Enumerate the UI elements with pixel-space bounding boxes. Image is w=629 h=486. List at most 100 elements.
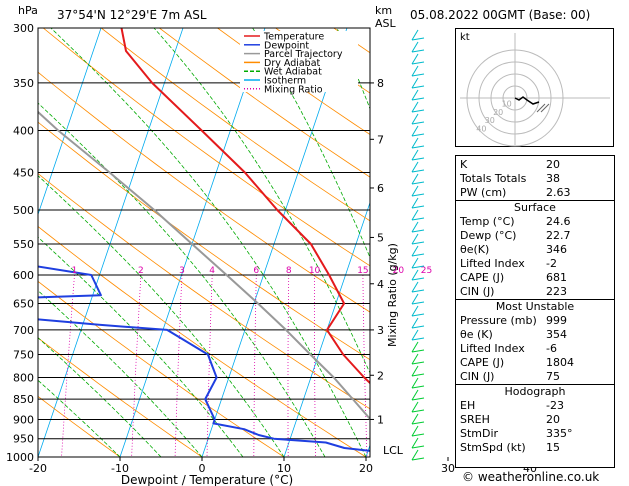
wind-barb	[411, 245, 419, 257]
wind-barb	[411, 425, 419, 437]
legend-label: Temperature	[263, 32, 324, 43]
index-value: 354	[546, 328, 567, 341]
pressure-tick-label: 900	[13, 413, 34, 426]
pressure-tick-label: 850	[13, 393, 34, 406]
wind-barb	[411, 389, 419, 401]
index-label: CAPE (J)	[460, 356, 505, 369]
surface-index-row: Temp (°C) 24.6	[456, 215, 614, 229]
index-label: θe (K)	[460, 328, 493, 341]
index-label: Pressure (mb)	[460, 314, 537, 327]
wind-barb-flag	[411, 445, 425, 449]
wind-barb-flag	[411, 37, 425, 41]
index-label: StmSpd (kt)	[460, 441, 526, 454]
wind-barb-flag	[411, 337, 425, 341]
wind-barb-flag	[411, 433, 425, 437]
index-value: 75	[546, 370, 560, 383]
wind-barb-flag	[411, 397, 425, 401]
index-value: 999	[546, 314, 567, 327]
x-tick-label: 30	[441, 462, 455, 475]
wind-barb	[411, 341, 419, 353]
index-value: 1804	[546, 356, 574, 369]
legend-label: Parcel Trajectory	[264, 49, 343, 60]
index-label: θe(K)	[460, 243, 490, 256]
km-tick-label: 5	[377, 231, 384, 244]
mixing-ratio-label: 6	[253, 266, 259, 276]
index-value: 20	[546, 413, 560, 426]
mixing-ratio-label: 2	[138, 266, 144, 276]
wind-barb-flag	[411, 49, 425, 53]
legend-label: Mixing Ratio	[264, 84, 323, 95]
x-tick-label: 0	[199, 462, 206, 475]
wind-barb-flag	[411, 229, 425, 233]
temperature-line	[120, 28, 370, 385]
dry-adiabat-line	[38, 395, 121, 457]
index-value: 20	[546, 158, 560, 171]
wind-barb	[411, 161, 419, 173]
datetime-label: 05.08.2022 00GMT (Base: 00)	[410, 8, 591, 22]
wind-barb	[411, 353, 419, 365]
pressure-tick-label: 800	[13, 371, 34, 384]
legend-label: Wet Adiabat	[264, 67, 322, 78]
wind-barb	[411, 257, 419, 269]
index-value: 346	[546, 243, 567, 256]
wind-barb-flag	[411, 349, 425, 353]
index-value: 2.63	[546, 186, 571, 199]
legend-box	[240, 31, 358, 92]
most-unstable-index-row: θe (K) 354	[456, 328, 614, 342]
surface-index-row: Lifted Index -2	[456, 257, 614, 271]
wind-barb	[411, 149, 419, 161]
wind-barb-flag	[411, 253, 425, 257]
lcl-label: LCL	[383, 444, 404, 457]
wind-barb-flag	[411, 121, 425, 125]
isotherm-line	[38, 28, 102, 216]
wind-barb	[411, 329, 419, 341]
wind-barb-flag	[411, 85, 425, 89]
index-label: EH	[460, 399, 476, 412]
pressure-unit-label: hPa	[18, 4, 38, 17]
index-value: -23	[546, 399, 564, 412]
wind-barb	[411, 317, 419, 329]
index-label: PW (cm)	[460, 186, 507, 199]
index-label: Lifted Index	[460, 257, 525, 270]
indices-panel: K 20 Totals Totals 38 PW (cm) 2.63 Surface Te…	[455, 155, 615, 468]
pressure-tick-label: 300	[13, 22, 34, 35]
index-label: Dewp (°C)	[460, 229, 517, 242]
index-value: 15	[546, 441, 560, 454]
mixing-ratio-line	[398, 275, 404, 457]
mixing-ratio-label: 8	[286, 266, 292, 276]
mixing-ratio-label: 25	[421, 266, 432, 276]
isotherm-line	[119, 28, 266, 457]
dewpoint-line	[38, 265, 370, 452]
wet-adiabat-line	[38, 337, 162, 457]
wind-barb	[411, 401, 419, 413]
wet-adiabat-line	[252, 28, 370, 259]
most-unstable-index-row: CAPE (J) 1804	[456, 356, 614, 370]
index-label: K	[460, 158, 468, 171]
km-tick-label: 2	[377, 369, 384, 382]
index-value: 335°	[546, 427, 573, 440]
wind-barb	[411, 173, 419, 185]
index-value: 223	[546, 285, 567, 298]
wind-barb	[411, 293, 419, 305]
plot-frame	[37, 27, 371, 458]
wind-barb-column	[411, 29, 425, 461]
index-label: CIN (J)	[460, 370, 495, 383]
mixing-ratio-line	[427, 275, 435, 457]
wind-barb-flag	[411, 133, 425, 137]
wind-barb	[411, 305, 419, 317]
wind-barb-flag	[411, 325, 425, 329]
wind-barb-flag	[411, 373, 425, 377]
wind-barb-flag	[411, 205, 425, 209]
index-row: Totals Totals 38	[456, 172, 614, 186]
surface-section-title: Surface	[514, 201, 556, 214]
index-label: Totals Totals	[460, 172, 527, 185]
hodograph-frame	[455, 28, 614, 147]
copyright-label: © weatheronline.co.uk	[462, 470, 600, 484]
x-tick-label: 10	[277, 462, 291, 475]
wind-barb-flag	[411, 61, 425, 65]
surface-section: Temp (°C) 24.6 Dewp (°C) 22.7 θe(K) 346 Lifted…	[456, 215, 614, 299]
wind-barb	[411, 281, 419, 293]
wind-barb-flag	[411, 169, 425, 173]
indices-top-section: K 20 Totals Totals 38 PW (cm) 2.63	[456, 156, 614, 200]
